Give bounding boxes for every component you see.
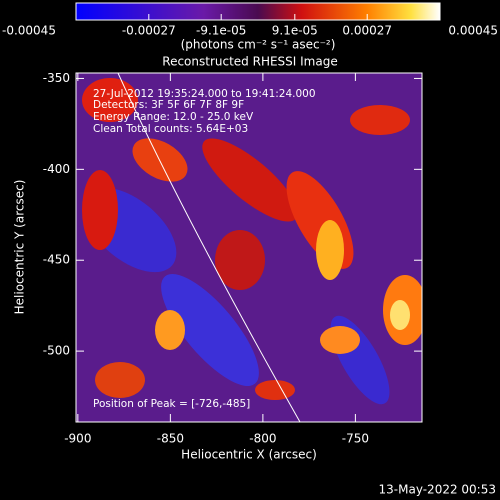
x-tick-label: -850 <box>157 432 184 446</box>
chart-title: Reconstructed RHESSI Image <box>162 55 337 69</box>
colorbar-tick-label: -0.00045 <box>2 24 56 38</box>
x-tick-label: -800 <box>249 432 276 446</box>
y-axis-label: Heliocentric Y (arcsec) <box>13 180 27 315</box>
colorbar-tick-label: 9.1e-05 <box>272 24 318 38</box>
x-tick-label: -750 <box>342 432 369 446</box>
colorbar <box>75 2 441 21</box>
colorbar-tick-label: 0.00027 <box>342 24 392 38</box>
x-tick-label: -900 <box>64 432 91 446</box>
colorbar-tick-label: -0.00027 <box>122 24 176 38</box>
peak-label: Position of Peak = [-726,-485] <box>93 398 250 410</box>
colorbar-tick-label: -9.1e-05 <box>196 24 246 38</box>
solar-limb <box>117 73 301 422</box>
image <box>76 73 422 422</box>
annotation: Clean Total counts: 5.64E+03 <box>93 123 248 135</box>
y-tick-label: -350 <box>43 71 70 85</box>
y-tick-label: -450 <box>43 253 70 267</box>
colorbar-label: (photons cm⁻² s⁻¹ asec⁻²) <box>181 38 336 52</box>
annotation: 27-Jul-2012 19:35:24.000 to 19:41:24.000 <box>93 88 316 100</box>
colorbar-tick-label: 0.00045 <box>448 24 498 38</box>
y-tick-label: -400 <box>43 162 70 176</box>
y-tick-label: -500 <box>43 344 70 358</box>
annotation: Energy Range: 12.0 - 25.0 keV <box>93 111 254 123</box>
timestamp: 13-May-2022 00:53 <box>379 483 496 497</box>
annotation: Detectors: 3F 5F 6F 7F 8F 9F <box>93 99 244 111</box>
plot-frame <box>75 72 423 423</box>
x-axis-label: Heliocentric X (arcsec) <box>181 448 317 462</box>
